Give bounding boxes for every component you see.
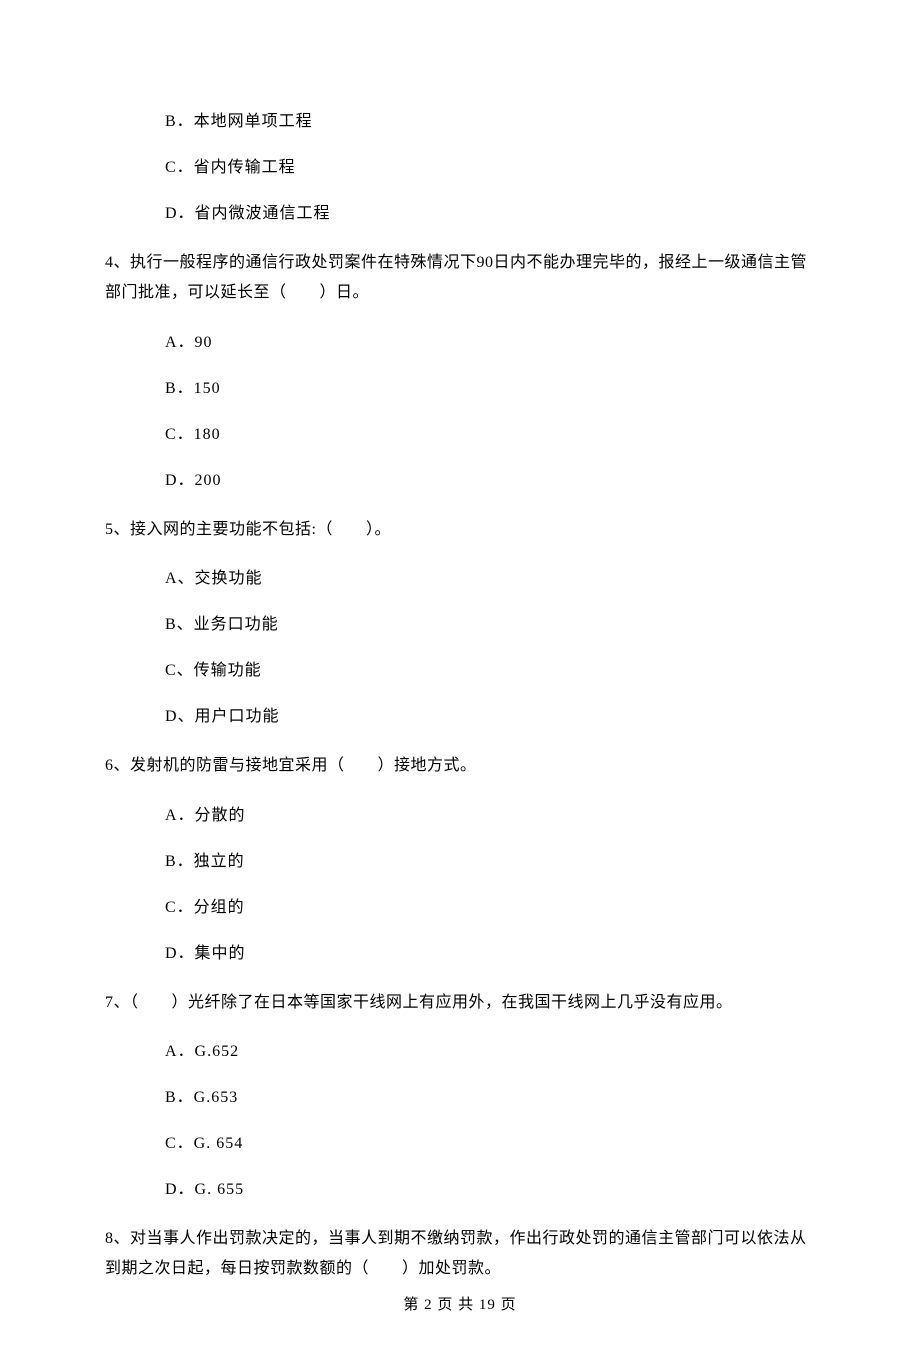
q5-text: 5、接入网的主要功能不包括:（ ）。 — [105, 515, 815, 545]
q4-option-a: A．90 — [165, 331, 815, 355]
q4-option-c: C．180 — [165, 423, 815, 447]
q7-option-b: B．G.653 — [165, 1086, 815, 1110]
q4-text: 4、执行一般程序的通信行政处罚案件在特殊情况下90日内不能办理完毕的，报经上一级… — [105, 248, 815, 309]
q6-option-c: C．分组的 — [165, 896, 815, 920]
q8-text: 8、对当事人作出罚款决定的，当事人到期不缴纳罚款，作出行政处罚的通信主管部门可以… — [105, 1224, 815, 1285]
q7-option-a: A．G.652 — [165, 1040, 815, 1064]
q6-option-d: D．集中的 — [165, 942, 815, 966]
q4-option-b: B．150 — [165, 377, 815, 401]
q3-option-d: D．省内微波通信工程 — [165, 202, 815, 226]
q4-option-d: D．200 — [165, 469, 815, 493]
q6-option-b: B．独立的 — [165, 850, 815, 874]
q7-option-d: D．G. 655 — [165, 1178, 815, 1202]
q6-option-a: A．分散的 — [165, 804, 815, 828]
q3-option-b: B．本地网单项工程 — [165, 110, 815, 134]
q5-option-b: B、业务口功能 — [165, 613, 815, 637]
q7-option-c: C．G. 654 — [165, 1132, 815, 1156]
page-footer: 第 2 页 共 19 页 — [0, 1294, 920, 1317]
q5-option-c: C、传输功能 — [165, 659, 815, 683]
q3-option-c: C．省内传输工程 — [165, 156, 815, 180]
q5-option-d: D、用户口功能 — [165, 705, 815, 729]
q6-text: 6、发射机的防雷与接地宜采用（ ）接地方式。 — [105, 751, 815, 781]
q7-text: 7、（ ）光纤除了在日本等国家干线网上有应用外，在我国干线网上几乎没有应用。 — [105, 988, 815, 1018]
q5-option-a: A、交换功能 — [165, 567, 815, 591]
